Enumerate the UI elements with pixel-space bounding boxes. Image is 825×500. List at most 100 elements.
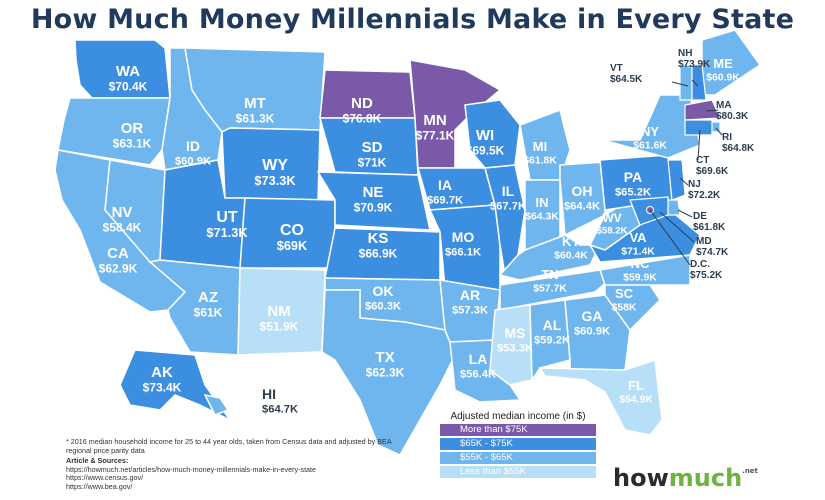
state-abbr-la: LA <box>469 351 488 367</box>
state-value-in: $64.3K <box>525 211 559 222</box>
state-abbr-nd: ND <box>351 95 373 112</box>
state-abbr-il: IL <box>502 183 515 199</box>
callout-value-ct: $69.6K <box>696 166 729 177</box>
state-value-az: $61K <box>194 305 223 319</box>
state-value-ks: $66.9K <box>359 246 398 260</box>
state-abbr-id: ID <box>186 138 200 154</box>
callout-value-dc.: $75.2K <box>690 270 723 281</box>
state-value-tn: $57.7K <box>533 283 567 294</box>
callout-lines <box>649 79 723 266</box>
state-value-nd: $76.8K <box>343 111 382 125</box>
state-value-la: $56.4K <box>460 368 496 380</box>
state-shape-nc <box>599 254 691 286</box>
state-abbr-ak: AK <box>151 364 173 381</box>
state-abbr-oh: OH <box>572 183 593 199</box>
state-abbr-wv: WV <box>602 211 621 225</box>
state-shape-ct <box>684 119 713 136</box>
state-value-mn: $77.1K <box>416 128 455 142</box>
state-abbr-or: OR <box>121 120 144 137</box>
source-link[interactable]: https://howmuch.net/articles/how-much-mo… <box>66 464 317 474</box>
state-abbr-fl: FL <box>628 378 644 393</box>
page-title: How Much Money Millennials Make in Every… <box>30 4 795 35</box>
callout-line-de <box>677 209 693 218</box>
state-shape-ky <box>498 234 602 281</box>
state-shape-tx <box>321 289 456 456</box>
callout-abbr-ma: MA <box>716 100 732 111</box>
state-abbr-sd: SD <box>362 139 383 156</box>
callout-value-de: $61.8K <box>693 222 726 233</box>
callout-value-vt: $64.5K <box>610 74 643 85</box>
state-abbr-ut: UT <box>216 209 238 226</box>
state-abbr-ms: MS <box>505 325 526 341</box>
state-value-sc: $58K <box>612 302 637 313</box>
state-value-va: $71.4K <box>621 246 655 257</box>
state-abbr-ga: GA <box>582 308 603 324</box>
state-value-wa: $70.4K <box>109 79 148 93</box>
state-shape-mn <box>409 59 502 169</box>
state-abbr-ky: KY <box>562 234 580 249</box>
state-value-ar: $57.3K <box>452 304 488 316</box>
callout-value-ri: $64.8K <box>722 143 755 154</box>
legend-item-less-than-55k: Less than $55K <box>440 466 596 478</box>
state-value-wy: $73.3K <box>254 173 296 188</box>
state-abbr-ia: IA <box>438 177 452 193</box>
state-value-nv: $58.4K <box>103 220 142 234</box>
state-abbr-va: VA <box>629 230 647 245</box>
state-abbr-mn: MN <box>423 112 446 129</box>
state-abbr-nm: NM <box>267 303 290 320</box>
state-value-ca: $62.9K <box>99 261 138 275</box>
state-shape-vt <box>679 64 693 101</box>
state-value-co: $69K <box>277 238 308 253</box>
state-abbr-wa: WA <box>116 63 140 80</box>
callout-abbr-de: DE <box>693 211 707 222</box>
state-value-ms: $53.3K <box>497 342 533 354</box>
callout-line-nj <box>679 177 689 186</box>
callout-line-dc. <box>649 209 691 266</box>
state-shape-nj <box>667 159 686 201</box>
source-link[interactable]: https://www.census.gov/ <box>66 473 144 483</box>
legend-title: Adjusted median income (in $) <box>450 411 586 422</box>
state-value-ut: $71.3K <box>206 225 248 240</box>
state-abbr-ne: NE <box>363 184 384 201</box>
state-abbr-tx: TX <box>375 349 394 366</box>
state-value-nc: $59.9K <box>623 272 657 283</box>
state-value-pa: $65.2K <box>615 186 651 198</box>
state-shape-al <box>529 299 571 383</box>
state-shape-nh <box>691 64 707 101</box>
legend-item-55k-65k: $55K - $65K <box>440 452 596 464</box>
state-value-nm: $51.9K <box>260 319 299 333</box>
callout-abbr-nh: NH <box>678 48 692 59</box>
state-value-ia: $69.7K <box>427 194 463 206</box>
callout-line-md <box>659 211 695 243</box>
state-value-ky: $60.4K <box>554 250 588 261</box>
state-value-il: $67.7K <box>490 200 526 212</box>
state-shapes <box>54 29 762 456</box>
state-abbr-in: IN <box>536 195 549 210</box>
callout-value-nh: $73.9K <box>678 59 711 70</box>
state-value-ak: $73.4K <box>143 380 182 394</box>
state-abbr-tn: TN <box>541 267 558 282</box>
state-value-ga: $60.9K <box>574 325 610 337</box>
callout-line-ri <box>715 127 723 136</box>
state-abbr-me: ME <box>713 56 733 71</box>
legend-item-more-than-75k: More than $75K <box>440 424 596 436</box>
callout-abbr-ct: CT <box>696 155 709 166</box>
footnote: * 2016 median household income for 25 to… <box>66 437 396 492</box>
source-link[interactable]: https://www.bea.gov/ <box>66 481 133 491</box>
callout-value-md: $74.7K <box>696 247 729 258</box>
state-value-ok: $60.3K <box>365 300 401 312</box>
state-abbr-wy: WY <box>262 157 288 174</box>
state-abbr-mt: MT <box>244 95 266 112</box>
state-abbr-nv: NV <box>112 204 133 221</box>
callout-abbr-md: MD <box>696 236 712 247</box>
footnote-text: * 2016 median household income for 25 to… <box>66 437 392 455</box>
callout-abbr-nj: NJ <box>688 179 701 190</box>
state-value-fl: $54.9K <box>619 394 653 405</box>
state-shape-hi <box>203 393 230 416</box>
state-value-me: $60.9K <box>706 72 740 83</box>
state-shape-ms <box>489 304 533 386</box>
legend: Adjusted median income (in $) More than … <box>440 411 596 480</box>
state-value-al: $59.2K <box>534 334 570 346</box>
state-shape-az <box>148 259 241 356</box>
